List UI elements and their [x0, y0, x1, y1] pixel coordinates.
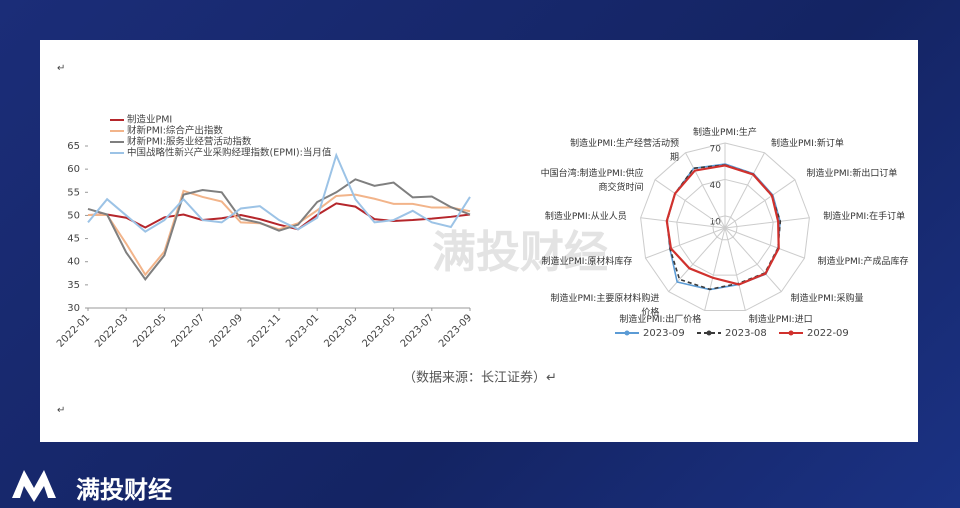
- y-tick-label: 50: [67, 210, 80, 221]
- axis-label: 制造业PMI:生产经营活动预期: [570, 138, 679, 163]
- axis-label: 制造业PMI:主要原材料购进价格: [550, 294, 660, 319]
- x-tick-label: 2022-01: [55, 312, 92, 349]
- axis-label: 制造业PMI:出厂价格: [619, 315, 702, 326]
- y-tick-label: 65: [67, 141, 80, 152]
- axis-label: 制造业PMI:新订单: [771, 138, 844, 149]
- spoke: [654, 179, 726, 229]
- series-line: [87, 202, 471, 231]
- x-tick-label: 2022-07: [170, 312, 207, 349]
- spoke: [724, 217, 810, 229]
- series-line: [665, 164, 780, 286]
- grid-ring: [640, 142, 810, 312]
- spoke: [724, 227, 746, 311]
- y-tick-label: 55: [67, 187, 80, 198]
- legend-label: 2023-08: [725, 328, 767, 339]
- y-tick-label: 40: [67, 257, 80, 268]
- axis-label: 中国台湾:制造业PMI:供应商交货时间: [540, 169, 644, 194]
- x-tick-label: 2023-05: [361, 312, 398, 349]
- paragraph-mark: ↵: [57, 63, 65, 74]
- legend-marker: [624, 330, 630, 336]
- axis-label: 制造业PMI:从业人员: [544, 211, 627, 222]
- spoke: [724, 179, 796, 229]
- axis-label: 制造业PMI:新出口订单: [806, 169, 898, 180]
- legend-label: 制造业PMI: [127, 114, 172, 126]
- x-tick-label: 2022-03: [93, 312, 130, 349]
- axis-label: 制造业PMI:生产: [693, 128, 757, 138]
- axis-label: 制造业PMI:进口: [748, 315, 813, 326]
- spoke: [724, 227, 782, 292]
- r-tick-label: 70: [710, 145, 722, 155]
- series-line: [666, 164, 782, 291]
- x-tick-label: 2023-01: [284, 312, 321, 349]
- logo-mark: [12, 470, 56, 502]
- y-tick-label: 30: [67, 303, 80, 314]
- axis-label: 制造业PMI:在手订单: [823, 211, 906, 222]
- y-tick-label: 35: [67, 280, 80, 291]
- axis-label: 制造业PMI:原材料库存: [541, 256, 633, 267]
- y-tick-label: 45: [67, 234, 80, 245]
- charts: 满投财经 ↵ ↵ （数据来源：长江证券）↵ 30 35 40 45 50 55 60 65 20…: [55, 63, 849, 416]
- x-tick-label: 2022-11: [246, 312, 283, 349]
- legend-label: 中国战略性新兴产业采购经理指数(EPMI):当月值: [127, 147, 332, 159]
- legend-label: 2022-09: [807, 328, 849, 339]
- axis-label: 制造业PMI:产成品库存: [817, 256, 909, 267]
- series-line: [87, 152, 471, 233]
- source: （数据来源：长江证券）↵: [403, 370, 557, 386]
- r-tick-label: 10: [710, 217, 722, 227]
- x-tick-label: 2022-05: [131, 312, 168, 349]
- legend-marker: [706, 330, 712, 336]
- card: 满投财经 ↵ ↵ （数据来源：长江证券）↵ 30 35 40 45 50 55 60 65 20…: [40, 40, 918, 442]
- spoke: [685, 152, 726, 229]
- x-tick-label: 2022-09: [208, 312, 245, 349]
- spoke: [668, 227, 726, 292]
- paragraph-mark: ↵: [57, 405, 65, 416]
- x-tick-label: 2023-07: [399, 312, 436, 349]
- brand: 满投财经: [76, 476, 172, 504]
- y-tick-label: 60: [67, 164, 80, 175]
- spoke: [645, 227, 726, 259]
- x-tick-label: 2023-09: [437, 312, 474, 349]
- watermark: 满投财经: [432, 227, 608, 278]
- x-tick-label: 2023-03: [322, 312, 359, 349]
- legend-marker: [788, 330, 794, 336]
- series-line: [87, 178, 471, 281]
- series-line: [88, 189, 471, 277]
- spoke: [724, 152, 765, 229]
- legend-label: 财新PMI:综合产出指数: [127, 125, 223, 137]
- spoke: [724, 227, 805, 259]
- legend-label: 财新PMI:服务业经营活动指数: [127, 136, 252, 148]
- spoke: [704, 227, 726, 311]
- axis-label: 制造业PMI:采购量: [790, 294, 864, 305]
- spoke: [640, 217, 726, 229]
- r-tick-label: 40: [710, 181, 722, 191]
- legend-label: 2023-09: [643, 328, 685, 339]
- grid-ring: [712, 215, 738, 241]
- grid-ring: [676, 178, 774, 276]
